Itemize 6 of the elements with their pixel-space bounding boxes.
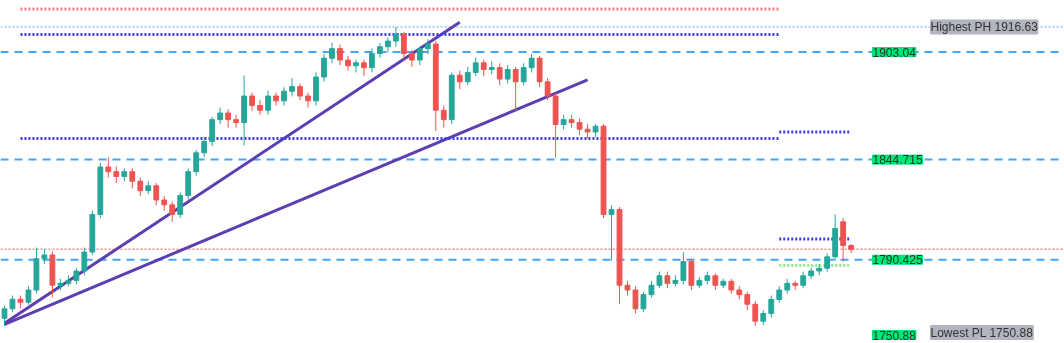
- text: 1750.88: [872, 328, 917, 343]
- ref-line-label: 1790.425: [872, 253, 923, 268]
- text: Lowest PL 1750.88: [930, 325, 1034, 340]
- ref-line-label: Highest PH 1916.63: [930, 20, 1039, 34]
- ref-line-label: 1903.04: [872, 45, 917, 60]
- ref-line-label: 1844.715: [872, 153, 923, 168]
